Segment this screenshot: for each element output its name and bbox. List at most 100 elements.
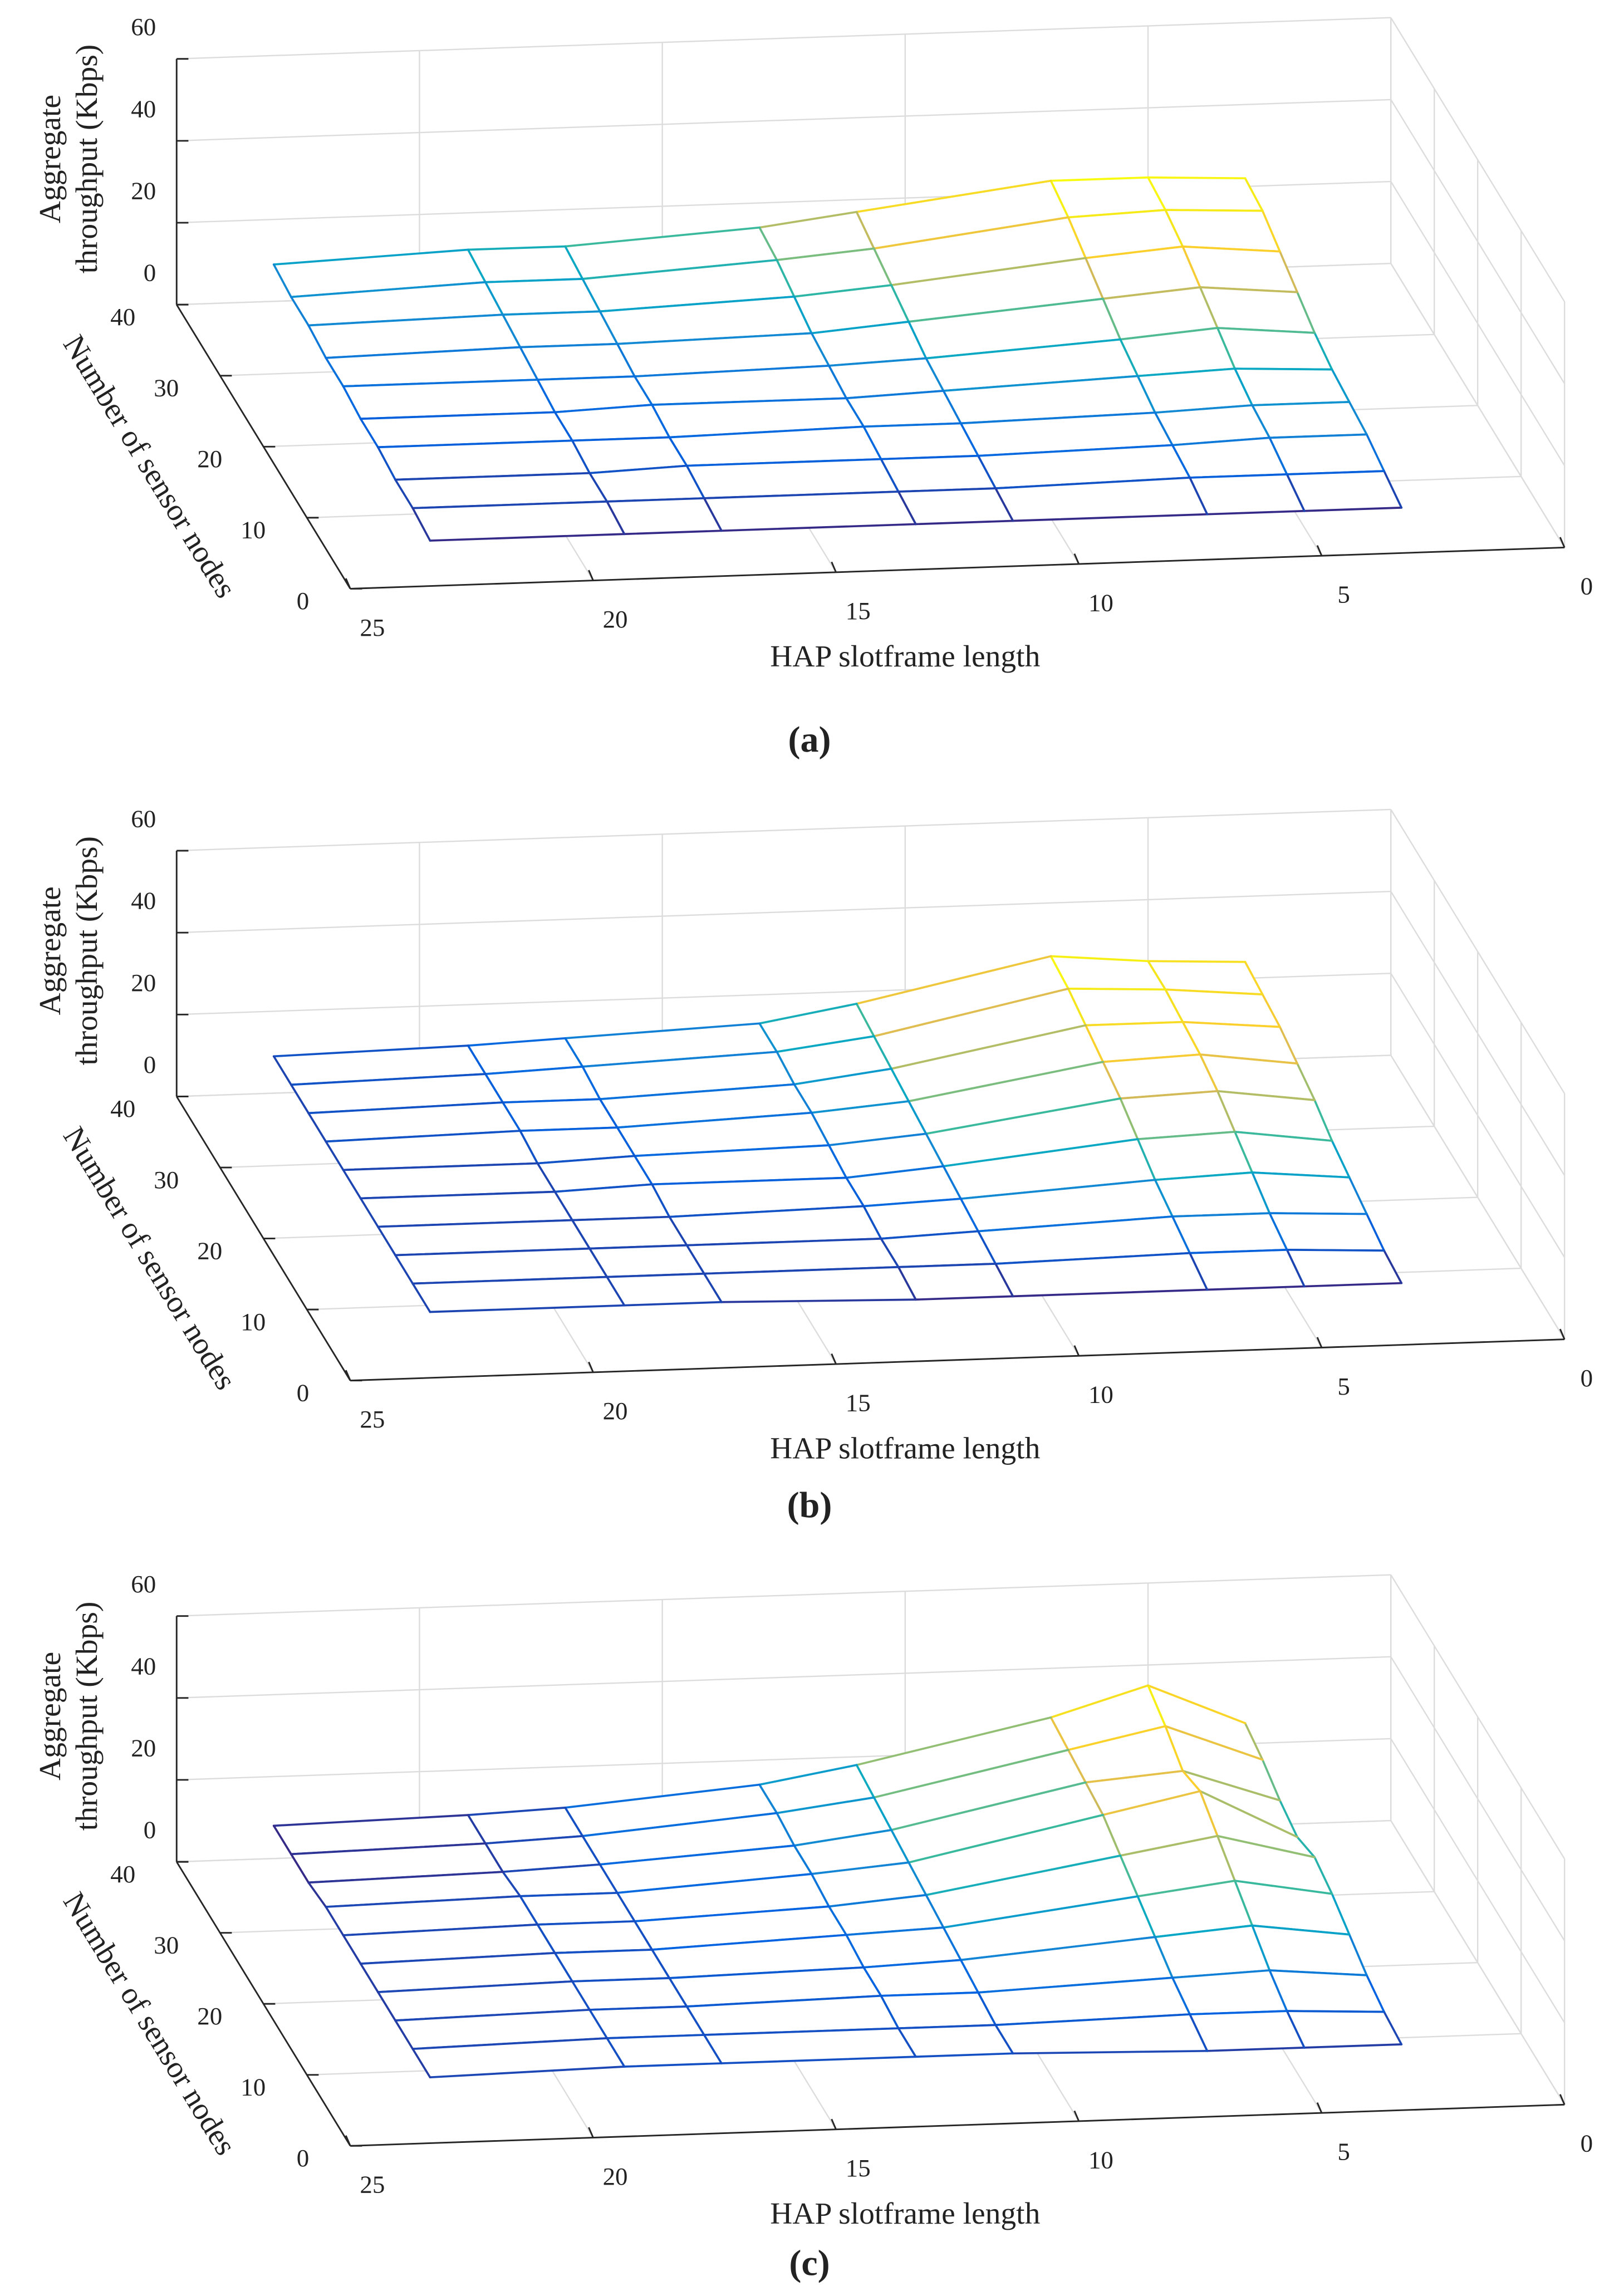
mesh-edge — [606, 500, 626, 536]
mesh-face — [1183, 1770, 1298, 1837]
mesh-face — [704, 1267, 916, 1302]
mesh-edge — [907, 1061, 1104, 1102]
y-tick-label: 40 — [110, 1860, 135, 1888]
mesh-edge — [1303, 2043, 1403, 2049]
mesh-face — [607, 2035, 722, 2067]
mesh-edge — [1136, 1880, 1236, 1898]
mesh-edge — [571, 436, 671, 442]
mesh-edge — [1102, 1790, 1201, 1816]
mesh-edge — [925, 1132, 945, 1167]
mesh-edge — [377, 1219, 573, 1228]
mesh-edge — [703, 1266, 900, 1275]
mesh-edge — [553, 1949, 653, 1954]
mesh-edge — [484, 1066, 584, 1076]
mesh-face — [1148, 1685, 1263, 1760]
x-tick — [1073, 2110, 1080, 2122]
mesh-face — [582, 260, 794, 312]
mesh-edge — [581, 1066, 601, 1101]
mesh-edge — [758, 1003, 858, 1025]
mesh-edge — [1206, 1285, 1306, 1291]
mesh-face — [1120, 328, 1235, 376]
x-tick-label: 0 — [1581, 572, 1593, 600]
mesh-edge — [907, 297, 1104, 323]
mesh-edge — [925, 357, 945, 392]
y-tick-label: 10 — [241, 516, 266, 544]
mesh-edge — [1261, 993, 1281, 1028]
mesh-edge — [1279, 1799, 1298, 1838]
mesh-face — [503, 311, 617, 347]
mesh-edge — [1268, 1969, 1288, 2013]
x-axis-label: HAP slotframe length — [770, 640, 1040, 674]
mesh-face — [503, 1099, 617, 1131]
mesh-edge — [720, 1298, 917, 1303]
mesh-edge — [394, 478, 414, 509]
mesh-face — [1190, 2011, 1304, 2051]
mesh-edge — [1164, 988, 1184, 1023]
mesh-edge — [1268, 433, 1368, 439]
mesh-edge — [828, 1905, 847, 1936]
mesh-face — [891, 1025, 1103, 1102]
mesh-face — [326, 347, 538, 386]
mesh-face — [846, 1166, 961, 1206]
mesh-edge — [1279, 250, 1298, 293]
y-tick-label: 40 — [110, 1095, 135, 1122]
mesh-edge — [1296, 1836, 1316, 1858]
mesh-edge — [325, 1895, 522, 1908]
mesh-edge — [1049, 955, 1149, 963]
mesh-face — [1068, 1726, 1183, 1783]
mesh-face — [1190, 1249, 1304, 1290]
mesh-edge — [720, 2055, 917, 2064]
mesh-edge — [1189, 1252, 1209, 1291]
y-tick-label: 0 — [297, 2144, 309, 2172]
mesh-edge — [845, 1176, 865, 1208]
mesh-edge — [1181, 1021, 1281, 1028]
mesh-edge — [623, 529, 723, 536]
mesh-edge — [776, 1051, 796, 1086]
mesh-face — [572, 1216, 687, 1249]
mesh-edge — [897, 1266, 917, 1301]
mesh-edge — [553, 404, 653, 414]
mesh-edge — [685, 1238, 882, 1247]
mesh-edge — [845, 1934, 865, 1969]
mesh-edge — [1313, 332, 1333, 371]
x-tick-label: 5 — [1337, 581, 1350, 609]
mesh-edge — [307, 1871, 504, 1884]
mesh-edge — [307, 1881, 327, 1908]
x-tick-label: 10 — [1088, 2146, 1113, 2174]
mesh-face — [1200, 1054, 1315, 1100]
mesh-edge — [307, 1101, 504, 1115]
mesh-edge — [1102, 286, 1201, 300]
z-tick-label: 0 — [144, 1051, 156, 1078]
mesh-face — [1137, 1881, 1253, 1937]
mesh-face — [926, 339, 1138, 391]
mesh-edge — [272, 248, 469, 266]
mesh-face — [582, 1052, 794, 1100]
mesh-face — [582, 1813, 794, 1865]
mesh-edge — [272, 1814, 469, 1827]
mesh-face — [537, 1156, 652, 1192]
mesh-edge — [1286, 2010, 1385, 2013]
mesh-edge — [1189, 1248, 1288, 1254]
mesh-edge — [703, 490, 900, 499]
mesh-edge — [1049, 955, 1069, 990]
z-axis-label: Aggregate — [33, 1652, 67, 1780]
mesh-edge — [377, 1225, 396, 1257]
mesh-edge — [564, 1783, 761, 1809]
mesh-face — [572, 437, 687, 473]
mesh-edge — [588, 464, 688, 474]
mesh-face — [1217, 328, 1332, 370]
mesh-edge — [1366, 433, 1385, 472]
z-tick-label: 40 — [131, 95, 156, 122]
mesh-edge — [1251, 1924, 1351, 1936]
mesh-face — [1287, 471, 1402, 511]
mesh-edge — [502, 1871, 522, 1897]
mesh-face — [1148, 177, 1263, 211]
mesh-edge — [564, 1807, 584, 1837]
grid-line — [176, 1574, 1391, 1617]
mesh-edge — [571, 1215, 671, 1221]
mesh-edge — [685, 464, 705, 499]
mesh-face — [891, 258, 1103, 322]
mesh-edge — [359, 418, 379, 449]
mesh-face — [273, 1815, 485, 1855]
